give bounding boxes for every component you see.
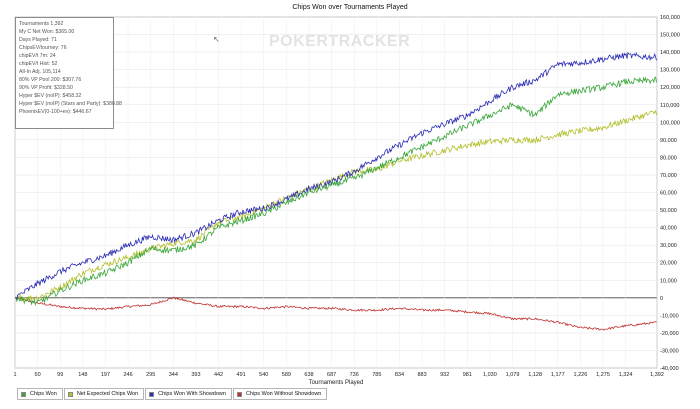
legend-item[interactable]: Chips Won With Showdown bbox=[145, 388, 232, 400]
x-tick-label: 246 bbox=[123, 372, 132, 378]
x-tick-label: 99 bbox=[57, 372, 63, 378]
stats-line: chipEV/t 7m: 24 bbox=[19, 53, 56, 59]
y-tick-label: -30,000 bbox=[660, 348, 679, 354]
legend-item[interactable]: Chips Won bbox=[17, 388, 63, 400]
y-tick-label: 150,000 bbox=[660, 33, 680, 39]
x-tick-label: 491 bbox=[237, 372, 246, 378]
y-tick-label: 100,000 bbox=[660, 120, 680, 126]
x-tick-label: 1 bbox=[13, 372, 16, 378]
x-tick-label: 540 bbox=[259, 372, 268, 378]
pokertracker-watermark: POKERTRACKER bbox=[269, 33, 411, 50]
x-tick-label: 148 bbox=[78, 372, 87, 378]
y-tick-label: 30,000 bbox=[660, 243, 677, 249]
x-axis-title: Tournaments Played bbox=[309, 380, 364, 386]
x-tick-labels: 1 50 99 148 197 246 295 344 393 442 491 540 589 638 68… bbox=[13, 372, 663, 378]
stats-line: My C Net Won: $365.00 bbox=[19, 29, 75, 35]
y-tick-label: 50,000 bbox=[660, 208, 677, 214]
stats-line: All-In Adj. 105,114 bbox=[19, 69, 61, 75]
x-tick-label: 687 bbox=[327, 372, 336, 378]
legend-item[interactable]: Net Expected Chips Won bbox=[63, 388, 145, 400]
x-tick-label: 1,079 bbox=[506, 372, 520, 378]
series-layer bbox=[14, 51, 657, 331]
x-tick-label: 344 bbox=[169, 372, 178, 378]
x-tick-label: 1,226 bbox=[574, 372, 588, 378]
x-tick-label: 736 bbox=[350, 372, 359, 378]
legend-label: Chips Won With Showdown bbox=[158, 391, 226, 397]
stats-line: ChipsEV/tourney: 76 bbox=[19, 45, 67, 51]
series-line-2 bbox=[15, 109, 657, 303]
y-tick-label: 110,000 bbox=[660, 103, 679, 109]
series-line-4 bbox=[14, 296, 657, 331]
y-tick-label: -20,000 bbox=[660, 331, 679, 337]
y-tick-label: 130,000 bbox=[660, 68, 680, 74]
x-tick-label: 1,392 bbox=[650, 372, 664, 378]
y-tick-label: 140,000 bbox=[660, 50, 680, 56]
x-tick-label: 393 bbox=[191, 372, 200, 378]
mouse-pointer-icon: ↖ bbox=[213, 35, 220, 44]
x-tick-label: 834 bbox=[395, 372, 404, 378]
stats-line: Tournaments 1,392 bbox=[19, 21, 64, 27]
stats-panel: Tournaments 1,392 My C Net Won: $365.00 Da… bbox=[15, 17, 122, 129]
y-tick-label: 20,000 bbox=[660, 261, 677, 267]
stats-line: 80% VP Pool 200: $307.76 bbox=[19, 77, 82, 83]
y-tick-label: -10,000 bbox=[660, 313, 679, 319]
y-tick-label: 120,000 bbox=[660, 85, 680, 91]
x-tick-label: 785 bbox=[372, 372, 381, 378]
x-tick-label: 1,030 bbox=[483, 372, 497, 378]
x-tick-label: 638 bbox=[304, 372, 313, 378]
y-tick-label: 70,000 bbox=[660, 173, 677, 179]
x-tick-label: 932 bbox=[440, 372, 449, 378]
stats-line: 90% VP Profit: $328.50 bbox=[19, 85, 73, 91]
x-tick-label: 589 bbox=[282, 372, 291, 378]
x-tick-label: 197 bbox=[101, 372, 110, 378]
legend-item[interactable]: Chips Won Without Showdown bbox=[232, 388, 328, 400]
y-tick-label: 0 bbox=[660, 296, 663, 302]
series-line-1 bbox=[14, 76, 657, 307]
y-tick-label: 160,000 bbox=[660, 15, 680, 21]
stats-line: Hyper $EV (noIP): $458.32 bbox=[19, 93, 82, 99]
stats-line: Days Played: 71 bbox=[19, 37, 57, 43]
x-tick-label: 1,128 bbox=[528, 372, 542, 378]
square-swatch-icon bbox=[67, 391, 73, 397]
chart-legend[interactable]: Chips Won Net Expected Chips Won Chips Won… bbox=[17, 388, 328, 400]
square-swatch-icon bbox=[236, 391, 242, 397]
x-tick-label: 295 bbox=[146, 372, 155, 378]
x-tick-label: 50 bbox=[35, 372, 41, 378]
x-tick-label: 1,324 bbox=[619, 372, 633, 378]
y-tick-labels: -40,000 -30,000 -20,000 -10,000 0 10,000 20,00… bbox=[660, 15, 680, 372]
x-tick-label: 981 bbox=[463, 372, 472, 378]
x-tick-label: 1,275 bbox=[596, 372, 610, 378]
y-tick-label: -40,000 bbox=[660, 366, 679, 372]
legend-label: Net Expected Chips Won bbox=[76, 391, 139, 397]
stats-line: Hyper $EV (noIP) (Stars and Party): $380… bbox=[19, 101, 122, 107]
square-swatch-icon bbox=[21, 391, 26, 397]
y-tick-label: 60,000 bbox=[660, 191, 677, 197]
y-tick-label: 90,000 bbox=[660, 138, 677, 144]
x-tick-label: 442 bbox=[214, 372, 223, 378]
y-tick-label: 10,000 bbox=[660, 278, 677, 284]
x-tick-label: 1,177 bbox=[551, 372, 565, 378]
legend-label: Chips Won bbox=[30, 391, 57, 397]
legend-label: Chips Won Without Showdown bbox=[245, 391, 322, 397]
stats-line: PhoenixEV(0-100+ev): $446.67 bbox=[19, 109, 92, 115]
chart-title: Chips Won over Tournaments Played bbox=[292, 4, 408, 11]
y-tick-label: 80,000 bbox=[660, 155, 677, 161]
series-line-3 bbox=[14, 51, 657, 301]
x-tick-label: 883 bbox=[417, 372, 426, 378]
y-tick-label: 40,000 bbox=[660, 226, 677, 232]
stats-line: chipEV/t Hist: 52 bbox=[19, 61, 58, 67]
square-swatch-icon bbox=[149, 391, 155, 397]
